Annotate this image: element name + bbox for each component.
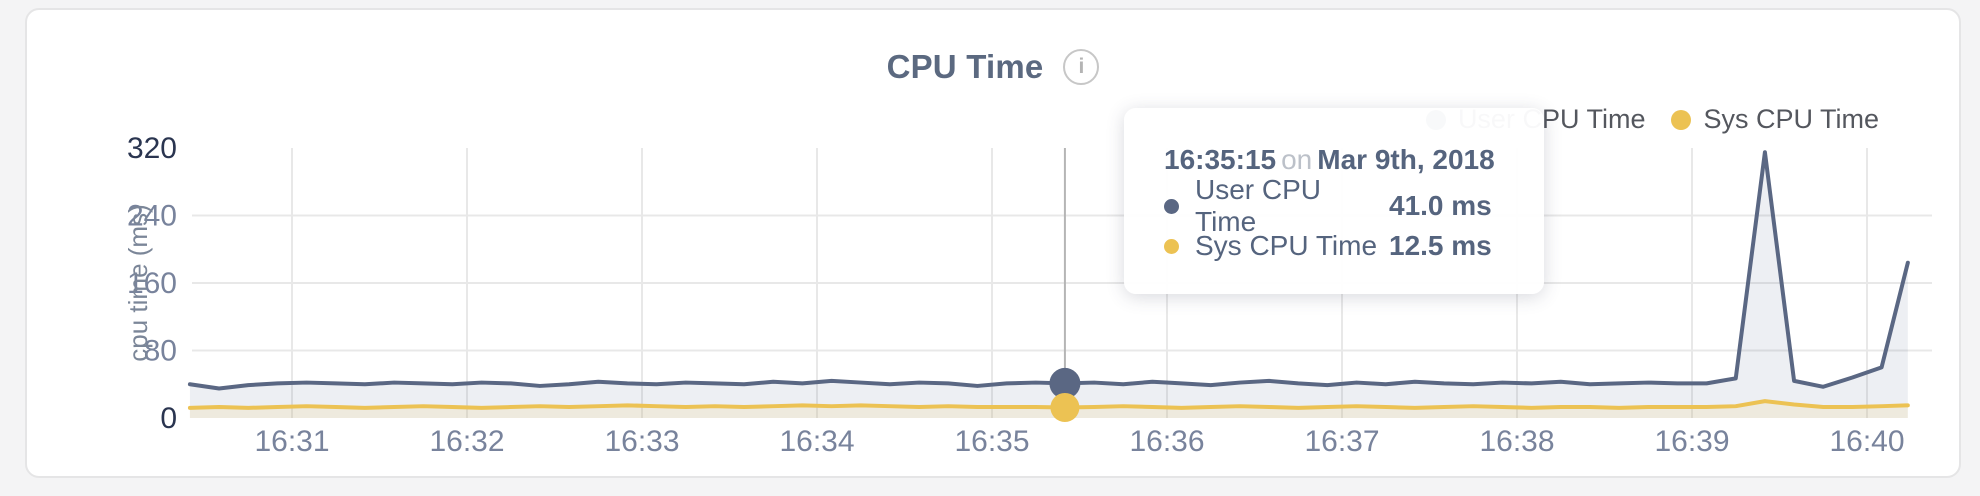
chart-tooltip: 16:35:15 on Mar 9th, 2018 User CPU Time 41.…	[1124, 108, 1544, 294]
sys-cpu-area	[189, 401, 1908, 418]
tooltip-row: User CPU Time 41.0 ms	[1164, 174, 1506, 237]
y-tick-label: 240	[127, 200, 177, 233]
x-tick-label: 16:38	[1479, 425, 1554, 458]
hover-marker-sys	[1050, 392, 1080, 422]
x-tick-label: 16:39	[1654, 425, 1729, 458]
tooltip-rows: User CPU Time 41.0 ms Sys CPU Time 12.5 ms	[1164, 174, 1506, 266]
y-axis-label: cpu time (ms)	[123, 204, 153, 361]
x-tick-label: 16:35	[954, 425, 1029, 458]
x-tick-label: 16:33	[604, 425, 679, 458]
x-tick-label: 16:37	[1304, 425, 1379, 458]
user-cpu-line	[187, 150, 1910, 391]
x-tick-label: 16:40	[1829, 425, 1904, 458]
x-tick-label: 16:34	[779, 425, 854, 458]
tooltip-row-dot-icon	[1164, 238, 1179, 254]
legend-item-sys-cpu-time[interactable]: Sys CPU Time	[1671, 104, 1879, 135]
hover-marker-user	[1049, 367, 1081, 399]
chart-header: CPU Time i	[27, 48, 1959, 86]
chart-plot[interactable]: 16:31 16:32 16:33 16:34 16:35 16:36 16:37 16:38…	[27, 10, 1980, 496]
chart-card: CPU Time i 16:31 16:32 16:33 16:34 16:35 16:3…	[25, 8, 1961, 478]
sys-cpu-line	[187, 399, 1910, 410]
tooltip-connector: on	[1281, 144, 1313, 175]
tooltip-header: 16:35:15 on Mar 9th, 2018	[1164, 144, 1506, 176]
tooltip-date: Mar 9th, 2018	[1317, 144, 1495, 175]
y-tick-label: 80	[144, 335, 177, 368]
x-tick-label: 16:31	[254, 425, 329, 458]
info-icon[interactable]: i	[1063, 49, 1100, 85]
tooltip-row-value: 41.0 ms	[1389, 190, 1492, 221]
x-tick-label: 16:36	[1129, 425, 1204, 458]
tooltip-row-value: 12.5 ms	[1389, 230, 1492, 261]
tooltip-row-label: Sys CPU Time	[1195, 230, 1378, 261]
tooltip-time: 16:35:15	[1164, 144, 1277, 175]
legend-label: Sys CPU Time	[1703, 104, 1879, 134]
user-cpu-area	[189, 152, 1908, 408]
y-tick-label: 320	[127, 132, 177, 165]
chart-title: CPU Time	[886, 48, 1044, 85]
tooltip-row-dot-icon	[1164, 198, 1179, 214]
y-tick-label: 160	[127, 267, 177, 300]
x-tick-label: 16:32	[429, 425, 504, 458]
y-tick-label: 0	[160, 402, 177, 435]
tooltip-row-label: User CPU Time	[1195, 174, 1322, 237]
tooltip-row: Sys CPU Time 12.5 ms	[1164, 226, 1506, 266]
legend-dot-icon	[1671, 109, 1692, 130]
